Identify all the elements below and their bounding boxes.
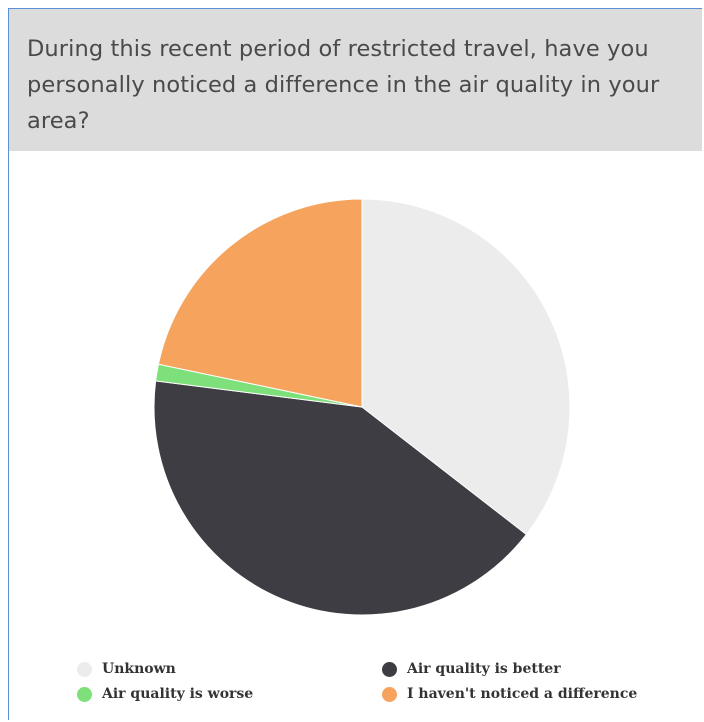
legend-swatch-unknown — [77, 661, 92, 677]
pie-slice-unknown[interactable] — [361, 198, 571, 536]
legend-item-air-quality-worse[interactable]: Air quality is worse — [77, 686, 253, 702]
legend-label-air-quality-worse: Air quality is worse — [102, 686, 254, 702]
legend-swatch-air-quality-better — [382, 661, 397, 677]
pie-chart-area — [9, 151, 703, 641]
legend-label-no-difference: I haven't noticed a difference — [407, 686, 638, 702]
pie-slice-i-haven-t-noticed-a-difference[interactable] — [157, 198, 363, 408]
legend-swatch-air-quality-worse — [77, 686, 92, 702]
legend-item-no-difference[interactable]: I haven't noticed a difference — [382, 686, 637, 702]
legend-item-unknown[interactable]: Unknown — [77, 661, 176, 677]
legend-swatch-no-difference — [382, 686, 397, 702]
legend-label-air-quality-better: Air quality is better — [407, 661, 561, 677]
question-header: During this recent period of restricted … — [9, 9, 702, 151]
legend-item-air-quality-better[interactable]: Air quality is better — [382, 661, 561, 677]
pie-chart — [153, 198, 571, 616]
survey-question-card: During this recent period of restricted … — [8, 8, 702, 720]
legend-label-unknown: Unknown — [102, 661, 176, 677]
question-title: During this recent period of restricted … — [27, 36, 660, 134]
pie-slice-air-quality-is-better[interactable] — [153, 380, 528, 616]
